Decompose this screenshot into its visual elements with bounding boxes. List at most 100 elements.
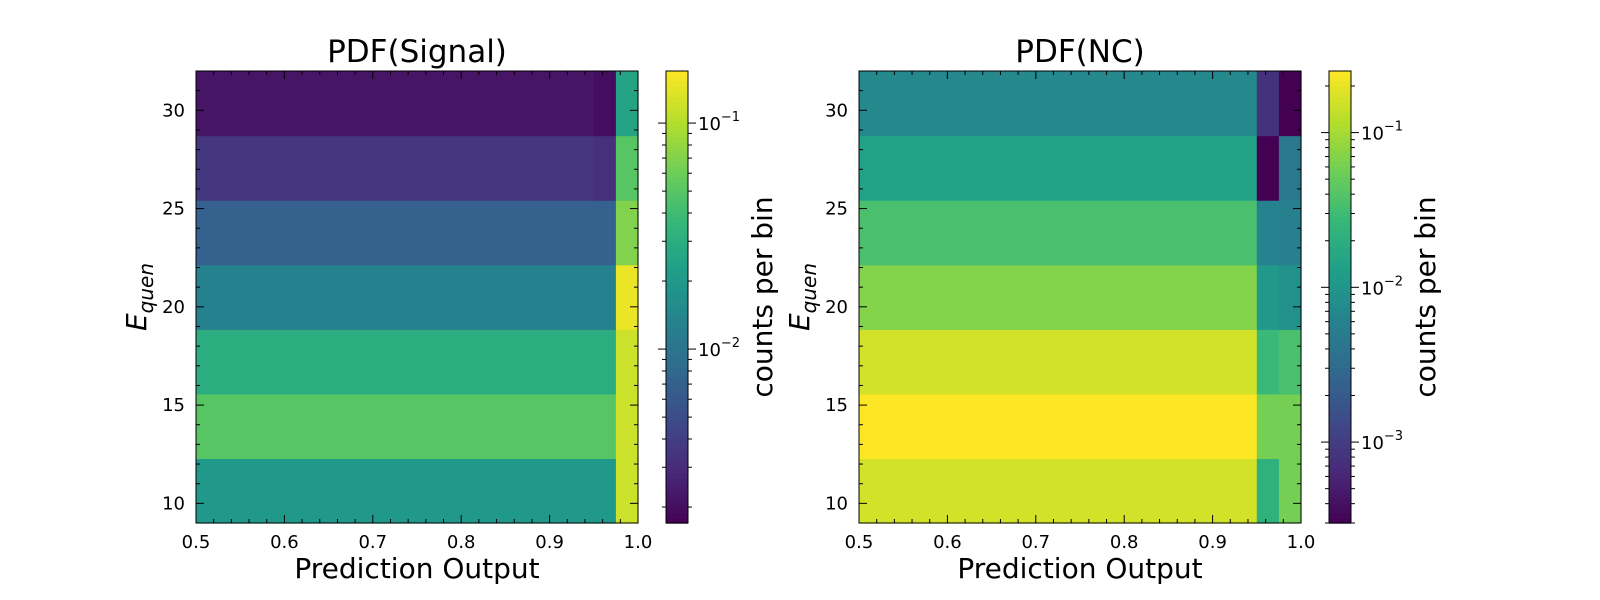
- colorbar-segment: [1329, 101, 1351, 107]
- heatmap-cell: [859, 264, 1258, 330]
- colorbar-segment: [666, 367, 688, 374]
- colorbar-segment: [666, 317, 688, 323]
- colorbar-segment: [666, 266, 688, 273]
- heatmap-cell: [615, 458, 639, 524]
- colorbar-segment: [1329, 337, 1351, 343]
- x-tick-label: 1.0: [1287, 532, 1316, 553]
- colorbar-segment: [666, 116, 688, 122]
- colorbar-segment: [666, 442, 688, 449]
- colorbar-segment: [1329, 352, 1351, 358]
- colorbar-segment: [666, 352, 688, 358]
- colorbar-segment: [1329, 96, 1351, 102]
- colorbar-segment: [1329, 81, 1351, 87]
- heatmap-cell: [593, 71, 617, 137]
- heatmap-cell: [859, 135, 1258, 201]
- colorbar-segment: [1329, 327, 1351, 333]
- colorbar-segment: [1329, 382, 1351, 389]
- panel2-x-axis-label: Prediction Output: [957, 552, 1202, 585]
- colorbar-segment: [666, 507, 688, 514]
- heatmap-cell: [1278, 393, 1302, 460]
- colorbar-segment: [666, 276, 688, 283]
- colorbar-segment: [1329, 417, 1351, 424]
- y-tick-label: 20: [162, 297, 185, 318]
- colorbar-segment: [1329, 497, 1351, 504]
- colorbar-segment: [1329, 131, 1351, 137]
- panel1-colorbar: 10−2 10−1 counts per bin: [658, 70, 779, 524]
- colorbar-segment: [1329, 452, 1351, 459]
- colorbar-tick-label: 10−2: [698, 336, 740, 361]
- x-tick-label: 1.0: [624, 532, 653, 553]
- colorbar-segment: [666, 437, 688, 444]
- colorbar-segment: [1329, 437, 1351, 444]
- colorbar-segment: [666, 307, 688, 313]
- colorbar-segment: [1329, 477, 1351, 484]
- colorbar-segment: [1329, 76, 1351, 82]
- colorbar-segment: [1329, 126, 1351, 132]
- heatmap-cell: [859, 458, 1258, 524]
- colorbar-segment: [666, 91, 688, 97]
- panel1-plot-frame: [195, 70, 639, 524]
- heatmap-cell: [1278, 458, 1302, 524]
- x-tick-label: 0.6: [933, 532, 962, 553]
- colorbar-segment: [1329, 322, 1351, 328]
- colorbar-segment: [1329, 302, 1351, 308]
- x-tick-label: 0.8: [1110, 532, 1139, 553]
- colorbar-segment: [1329, 472, 1351, 479]
- colorbar-segment: [1329, 427, 1351, 434]
- colorbar-segment: [1329, 307, 1351, 313]
- colorbar-segment: [666, 126, 688, 132]
- heatmap-cell: [1256, 71, 1280, 137]
- colorbar-segment: [666, 432, 688, 439]
- colorbar-segment: [666, 417, 688, 424]
- colorbar-segment: [666, 181, 688, 188]
- colorbar-segment: [1329, 517, 1351, 524]
- colorbar-segment: [666, 121, 688, 127]
- colorbar-segment: [1329, 261, 1351, 268]
- heatmap-cell: [196, 458, 595, 524]
- colorbar-segment: [1329, 71, 1351, 77]
- heatmap-cell: [1278, 71, 1302, 137]
- heatmap-cell: [1256, 458, 1280, 524]
- panel2-y-axis-label: Equen: [783, 263, 821, 331]
- colorbar-segment: [666, 482, 688, 489]
- colorbar-segment: [666, 322, 688, 328]
- heatmap-cell: [1278, 200, 1302, 266]
- colorbar-segment: [666, 281, 688, 288]
- colorbar-segment: [666, 447, 688, 454]
- colorbar-segment: [666, 151, 688, 158]
- x-tick-label: 0.9: [535, 532, 564, 553]
- x-tick-label: 0.7: [1021, 532, 1050, 553]
- colorbar-segment: [666, 517, 688, 524]
- colorbar-segment: [666, 377, 688, 384]
- colorbar-segment: [666, 256, 688, 263]
- colorbar-segment: [666, 191, 688, 198]
- colorbar-segment: [666, 452, 688, 459]
- panel2-y-axis: 10 15 20 25 30: [825, 70, 1301, 524]
- colorbar-segment: [1329, 312, 1351, 318]
- panel2-colorbar: 10−3 10−2 10−1 counts per bin: [1321, 70, 1442, 524]
- colorbar-segment: [1329, 196, 1351, 203]
- colorbar-segment: [1329, 106, 1351, 112]
- colorbar-segment: [666, 146, 688, 153]
- colorbar-segment: [666, 412, 688, 419]
- colorbar-segment: [1329, 236, 1351, 243]
- y-tick-label: 30: [825, 100, 848, 121]
- colorbar-segment: [1329, 216, 1351, 223]
- colorbar-segment: [1329, 367, 1351, 374]
- colorbar-segment: [1329, 447, 1351, 454]
- colorbar-segment: [1329, 156, 1351, 163]
- colorbar-segment: [666, 251, 688, 258]
- colorbar-segment: [1329, 286, 1351, 293]
- colorbar-segment: [666, 186, 688, 193]
- y-tick-label: 15: [825, 395, 848, 416]
- colorbar-segment: [666, 131, 688, 137]
- colorbar-segment: [1329, 372, 1351, 379]
- colorbar-segment: [666, 297, 688, 303]
- colorbar-segment: [1329, 256, 1351, 263]
- colorbar-tick-label: 10−3: [1361, 429, 1403, 454]
- colorbar-segment: [666, 392, 688, 399]
- y-tick-label: 10: [825, 493, 848, 514]
- y-tick-label: 10: [162, 493, 185, 514]
- panel2-x-axis: 0.5 0.6 0.7 0.8 0.9 1.0: [845, 71, 1316, 553]
- colorbar-segment: [1329, 377, 1351, 384]
